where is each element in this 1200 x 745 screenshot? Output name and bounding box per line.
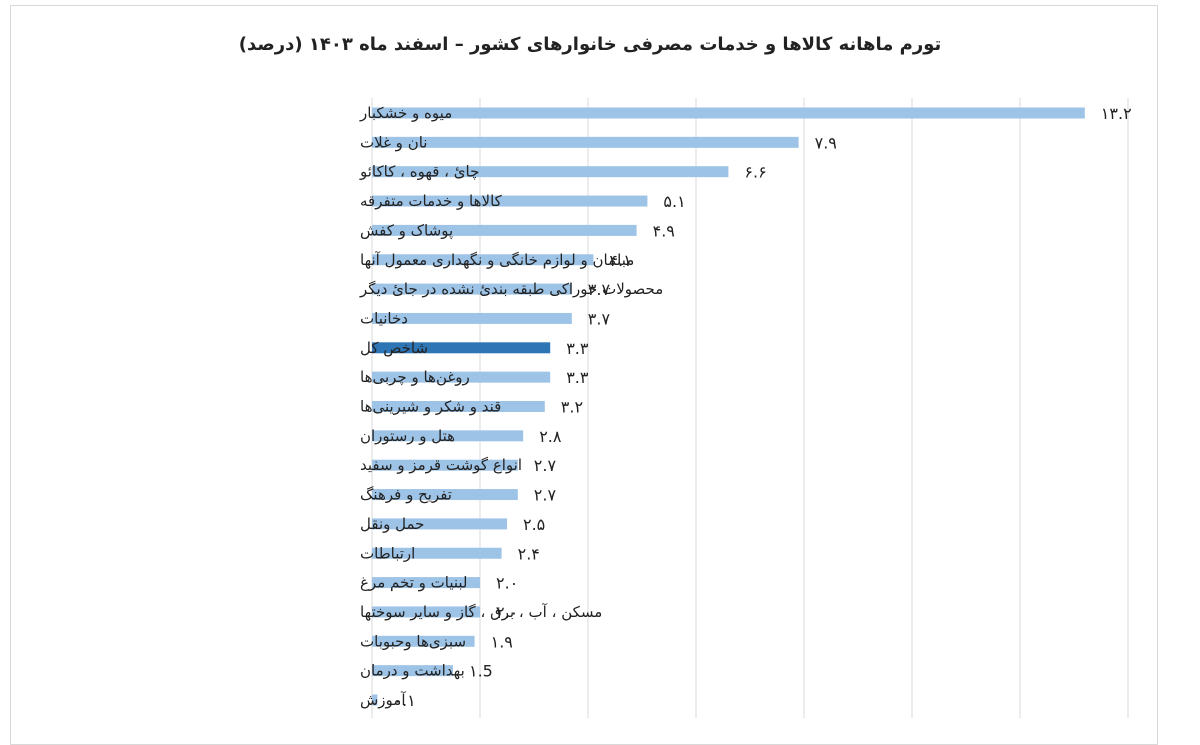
value-label: ۱.۹	[491, 632, 513, 651]
chart-frame	[10, 5, 1158, 745]
bar	[372, 107, 1085, 119]
category-label: لبنیات و تخم مرغ	[360, 574, 468, 592]
bar	[372, 254, 594, 266]
bar	[372, 166, 729, 178]
category-label: میوه و خشکبار	[359, 104, 452, 122]
value-label: ۲.۴	[518, 544, 540, 563]
bars	[372, 107, 1085, 706]
bar	[372, 665, 453, 677]
category-labels: میوه و خشکبار نان و غلات چائ ، قهوه ، کاکا…	[359, 104, 663, 709]
value-label: ۶.۶	[744, 163, 766, 182]
category-label: بهداشت و درمان	[360, 662, 465, 680]
category-label: چائ ، قهوه ، کاکائو	[359, 163, 479, 181]
bar	[372, 430, 524, 442]
category-label: حمل ونقل	[360, 515, 424, 533]
value-label: ۲.۸	[539, 427, 562, 446]
category-label: انواع گوشت قرمز و سفید	[360, 456, 522, 474]
bar	[372, 224, 637, 236]
category-label: قند و شکر و شیرینی‌ها	[360, 398, 501, 416]
category-label: مسکن ، آب ، برق ، گاز و سایر سوختها	[360, 603, 602, 621]
value-label: ۳.۷	[588, 280, 611, 299]
value-label: ۰.۱	[393, 691, 415, 710]
bar	[372, 547, 502, 559]
category-label: تفریح و فرهنگ	[360, 486, 452, 504]
value-label: ۴.۹	[653, 221, 675, 240]
value-label: ۲.۰	[496, 603, 518, 622]
value-label: ۳.۷	[588, 309, 611, 328]
value-label: ۲.۵	[523, 515, 545, 534]
value-label: ۴.۱	[609, 251, 631, 270]
value-label: ۳.۳	[566, 368, 589, 387]
bar	[372, 283, 572, 295]
value-label: ۲.۷	[534, 456, 557, 475]
bar	[372, 401, 545, 412]
category-label: مبلمان و لوازم خانگی و نگهداری معمول آنه…	[360, 251, 634, 269]
category-label: محصولات خوراکی طبقه بندیٔ نشده در جائ دی…	[359, 280, 663, 298]
bar	[372, 459, 518, 471]
bar	[372, 371, 551, 383]
bar	[372, 694, 378, 706]
value-label: ۳.۲	[561, 398, 583, 417]
category-label: نان و غلات	[360, 133, 427, 151]
bar	[372, 195, 648, 207]
category-label: ارتباطات	[360, 544, 415, 562]
value-label: ۲.۷	[534, 486, 557, 505]
bar	[372, 518, 507, 530]
value-label: ۱۳.۲	[1101, 104, 1132, 123]
value-label: ۳.۳	[566, 339, 589, 358]
category-label: سبزی‌ها وحبوبات	[360, 632, 466, 650]
bar	[372, 635, 475, 647]
chart-title: تورم ماهانه کالاها و خدمات مصرفی خانواره…	[238, 34, 942, 55]
bar	[372, 312, 572, 324]
category-label: دخانیات	[360, 309, 408, 327]
category-label: شاخص کل	[360, 339, 428, 357]
value-label: ۲.۰	[496, 574, 518, 593]
value-labels: ۱۳.۲ ۷.۹ ۶.۶ ۵.۱ ۴.۹ ۴.۱ ۳.۷ ۳.۷ ۳.۳ ۳.۳ ۳.۲ ۲.۸ ۲.۷…	[393, 104, 1131, 710]
bar	[372, 342, 551, 354]
category-label: هتل و رستوران	[360, 427, 455, 445]
bar	[372, 136, 799, 148]
category-label: کالاها و خدمات متفرقه	[360, 192, 503, 210]
bar	[372, 489, 518, 501]
category-label: روغن‌ها و چربی‌ها	[360, 368, 470, 386]
value-label: ۱.5	[469, 662, 493, 681]
bar	[372, 577, 480, 589]
bar	[372, 606, 480, 618]
category-label: پوشاک و کفش	[360, 221, 453, 240]
category-label: آموزش	[360, 691, 406, 709]
value-label: ۷.۹	[815, 133, 837, 152]
value-label: ۵.۱	[663, 192, 685, 211]
